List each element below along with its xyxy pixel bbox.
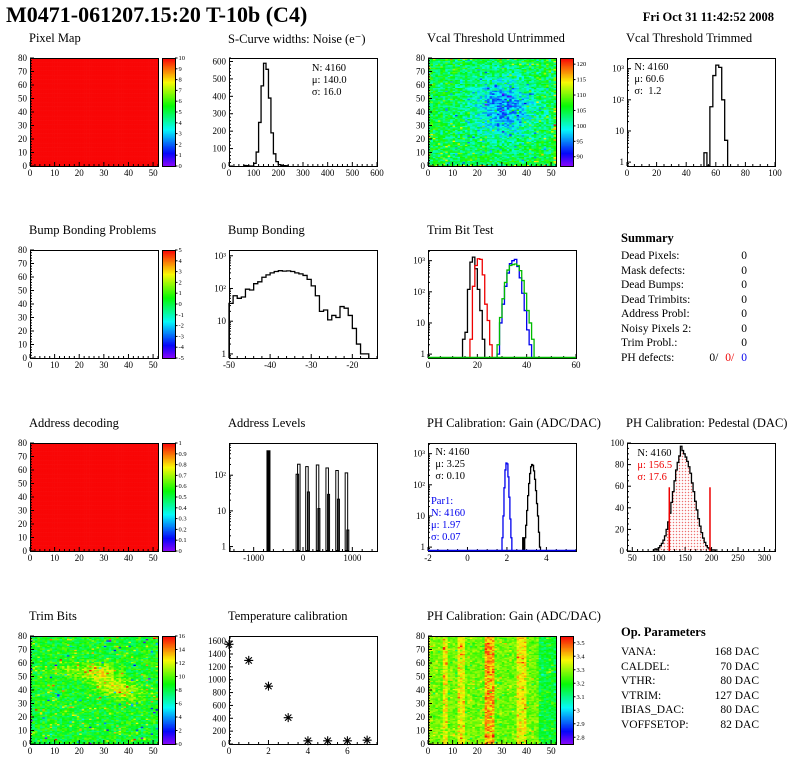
panel-ph-gain-map: PH Calibration: Gain (ADC/DAC) xyxy=(398,608,601,778)
panel-address-levels: Address Levels xyxy=(199,415,398,585)
chart-canvas-vcal-untrimmed xyxy=(398,43,597,183)
kv-row: Address Probl: 0 xyxy=(621,308,747,321)
panel-title: Vcal Threshold Trimmed xyxy=(626,31,753,45)
panel-trim-bits: Trim Bits xyxy=(0,608,199,778)
kv-row: VTRIM: 127 DAC xyxy=(621,689,759,702)
kv-row: CALDEL: 70 DAC xyxy=(621,660,759,673)
panel-title: Bump Bonding Problems xyxy=(29,223,157,237)
panel-title: PH Calibration: Gain (ADC/DAC) xyxy=(427,609,601,623)
chart-canvas-bump-bonding xyxy=(199,235,398,375)
ph-defects-row: PH defects: 0/0/0 xyxy=(621,351,747,364)
panel-title: Address Levels xyxy=(228,416,306,430)
chart-canvas-trim-bit-test xyxy=(398,235,597,375)
panel-bump-bonding: Bump Bonding xyxy=(199,222,398,392)
panel-trim-bit-test: Trim Bit Test xyxy=(398,222,597,392)
panel-title: PH Calibration: Pedestal (DAC) xyxy=(626,416,788,430)
kv-row: Trim Probl.: 0 xyxy=(621,337,747,350)
panel-title: Trim Bits xyxy=(29,609,77,623)
chart-canvas-bump-bonding-problems xyxy=(0,235,199,375)
chart-canvas-pixel-map xyxy=(0,43,199,183)
panel-title: Bump Bonding xyxy=(228,223,305,237)
panel-title: S-Curve widths: Noise (e⁻) xyxy=(228,32,366,46)
chart-canvas-temperature-calibration xyxy=(199,621,398,761)
kv-row: Mask defects: 0 xyxy=(621,264,747,277)
panel-title: Vcal Threshold Untrimmed xyxy=(427,31,565,45)
panel-title: Pixel Map xyxy=(29,31,81,45)
page-title: M0471-061207.15:20 T-10b (C4) xyxy=(6,2,308,27)
kv-row: Dead Pixels: 0 xyxy=(621,250,747,262)
chart-canvas-address-levels xyxy=(199,428,398,568)
op-parameters-title: Op. Parameters xyxy=(621,625,706,639)
chart-canvas-ph-gain-map xyxy=(398,621,597,761)
panel-vcal-threshold-trimmed: Vcal Threshold Trimmed xyxy=(597,30,796,200)
chart-canvas-address-decoding xyxy=(0,428,199,568)
kv-row: IBIAS_DAC: 80 DAC xyxy=(621,704,759,717)
chart-canvas-trim-bits xyxy=(0,621,199,761)
chart-canvas-vcal-trimmed xyxy=(597,43,796,183)
kv-row: Dead Bumps: 0 xyxy=(621,279,747,292)
panel-scurve-noise: S-Curve widths: Noise (e⁻) xyxy=(199,30,398,200)
panel-pixel-map: Pixel Map xyxy=(0,30,199,200)
summary-title: Summary xyxy=(621,231,674,245)
kv-row: VOFFSETOP: 82 DAC xyxy=(621,718,759,731)
chart-canvas-ph-pedestal xyxy=(597,428,796,568)
kv-row: Dead Trimbits: 0 xyxy=(621,293,747,306)
chart-canvas-scurve-noise xyxy=(199,43,398,183)
kv-row: Noisy Pixels 2: 0 xyxy=(621,322,747,335)
panel-temperature-calibration: Temperature calibration xyxy=(199,608,398,778)
timestamp: Fri Oct 31 11:42:52 2008 xyxy=(642,10,774,24)
panel-bump-bonding-problems: Bump Bonding Problems xyxy=(0,222,199,392)
kv-row: VANA: 168 DAC xyxy=(621,646,759,658)
panel-title: PH Calibration: Gain (ADC/DAC) xyxy=(427,416,601,430)
kv-row: VTHR: 80 DAC xyxy=(621,675,759,688)
panel-address-decoding: Address decoding xyxy=(0,415,199,585)
panel-vcal-threshold-untrimmed: Vcal Threshold Untrimmed xyxy=(398,30,597,200)
summary-rows: Dead Pixels: 0 Mask defects: 0 Dead Bumps: 0 D… xyxy=(621,249,747,365)
panel-title: Trim Bit Test xyxy=(427,223,494,237)
panel-op-parameters: Op. Parameters VANA: 168 DAC CALDEL: 70 DAC… xyxy=(597,608,796,778)
panel-title: Temperature calibration xyxy=(228,609,348,623)
panel-title: Address decoding xyxy=(29,416,119,430)
op-parameters-rows: VANA: 168 DAC CALDEL: 70 DAC VTHR: 80 DAC VTRI… xyxy=(621,645,759,732)
panel-summary: Summary Dead Pixels: 0 Mask defects: 0 Dead … xyxy=(597,222,796,392)
chart-canvas-ph-gain-hist xyxy=(398,428,597,568)
panel-ph-pedestal: PH Calibration: Pedestal (DAC) xyxy=(597,415,796,585)
panel-ph-gain-hist: PH Calibration: Gain (ADC/DAC) xyxy=(398,415,601,585)
